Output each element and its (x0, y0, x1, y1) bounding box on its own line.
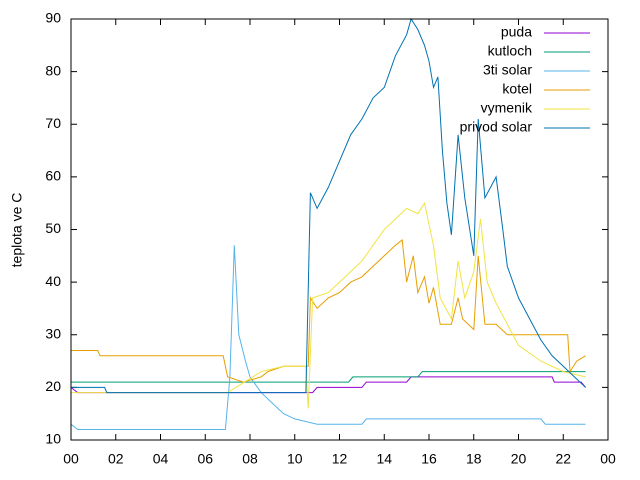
y-tick-label: 20 (45, 378, 61, 394)
x-tick-label: 22 (555, 451, 571, 467)
legend-label: 3ti solar (483, 62, 532, 78)
x-tick-label: 14 (376, 451, 392, 467)
y-tick-label: 90 (45, 10, 61, 26)
y-tick-label: 60 (45, 168, 61, 184)
legend-label: privod solar (460, 119, 533, 135)
y-axis-label: teplota ve C (9, 193, 25, 268)
y-tick-label: 50 (45, 220, 61, 236)
series-line (71, 17, 586, 394)
series-line (70, 245, 586, 430)
legend-label: puda (501, 24, 532, 40)
y-tick-label: 80 (45, 62, 61, 78)
x-tick-label: 02 (108, 451, 124, 467)
x-tick-label: 06 (197, 451, 213, 467)
legend-label: kotel (502, 81, 532, 97)
y-tick-label: 70 (45, 115, 61, 131)
y-tick-label: 10 (45, 431, 61, 447)
x-tick-label: 00 (63, 451, 79, 467)
plot-border (70, 18, 609, 441)
x-tick-label: 04 (153, 451, 169, 467)
legend-label: kutloch (488, 43, 532, 59)
y-tick-label: 40 (45, 273, 61, 289)
series-line (71, 239, 586, 383)
legend-label: vymenik (481, 100, 533, 116)
series-line (71, 371, 586, 383)
x-tick-label: 10 (287, 451, 303, 467)
x-tick-label: 08 (242, 451, 258, 467)
x-tick-label: 18 (466, 451, 482, 467)
x-tick-label: 20 (511, 451, 527, 467)
y-tick-label: 30 (45, 325, 61, 341)
x-tick-label: 00 (600, 451, 616, 467)
x-tick-label: 16 (421, 451, 437, 467)
series-line (71, 201, 586, 409)
x-tick-label: 12 (332, 451, 348, 467)
